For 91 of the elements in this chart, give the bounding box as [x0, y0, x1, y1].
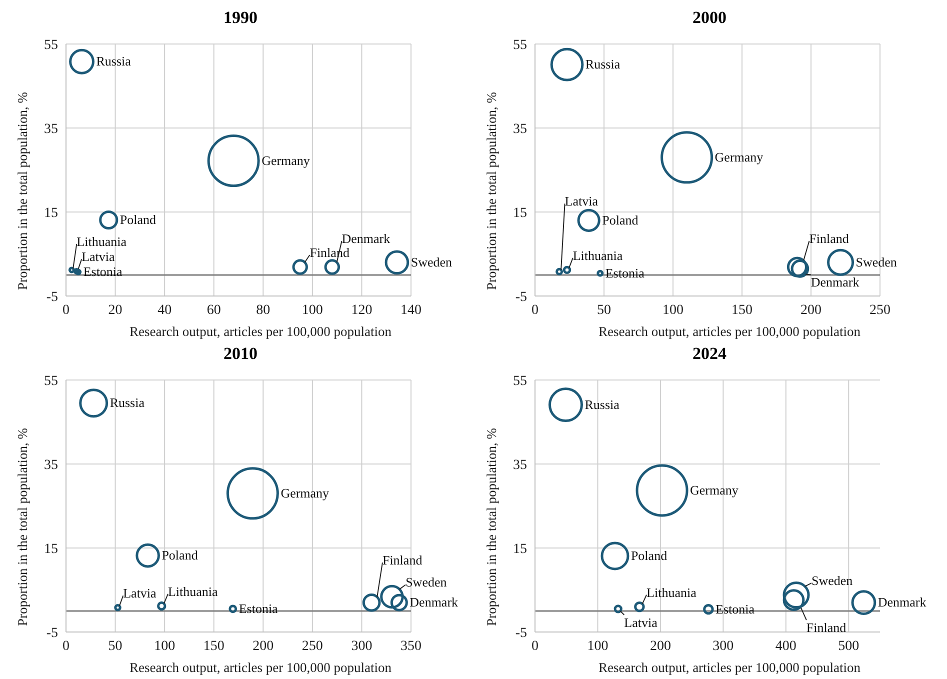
y-tick-label: 15 [513, 542, 527, 557]
data-label: Germany [280, 485, 330, 500]
y-axis-title: Proportion in the total population, % [14, 428, 30, 626]
y-tick-label: 15 [44, 206, 58, 221]
y-tick-label: -5 [515, 290, 527, 305]
data-label: Germany [262, 152, 310, 168]
data-label: Estonia [605, 265, 645, 280]
y-tick-label: 55 [44, 38, 58, 53]
x-tick-label: 250 [302, 638, 323, 654]
x-tick-label: 140 [400, 302, 422, 318]
x-axis-title: Research output, articles per 100,000 population [128, 660, 393, 677]
x-tick-label: 0 [62, 302, 70, 318]
x-tick-label: 50 [108, 638, 122, 654]
data-label: Germany [714, 149, 764, 164]
data-label: Lithuania [646, 584, 697, 600]
x-tick-label: 50 [597, 302, 611, 318]
x-tick-label: 300 [351, 638, 372, 654]
data-label: Lithuania [572, 248, 623, 263]
x-tick-label: 120 [351, 302, 372, 318]
chart-title: 2010 [222, 344, 258, 365]
data-label: Latvia [564, 194, 598, 209]
x-tick-label: 400 [775, 638, 796, 654]
data-label: Poland [630, 548, 668, 563]
data-label: Finland [806, 620, 847, 636]
x-axis-title: Research output, articles per 100,000 population [128, 324, 393, 341]
x-tick-label: 200 [650, 638, 671, 654]
x-tick-label: 200 [800, 302, 822, 318]
y-tick-label: 15 [44, 542, 58, 557]
data-label: Denmark [410, 594, 459, 610]
data-label: Latvia [624, 614, 658, 630]
y-tick-label: -5 [46, 626, 58, 641]
y-tick-label: 55 [513, 374, 527, 389]
x-tick-label: 300 [712, 638, 734, 654]
y-axis-title: Proportion in the total population, % [484, 428, 499, 626]
x-tick-label: 500 [838, 638, 860, 654]
x-tick-label: 20 [108, 302, 122, 318]
data-label: Finland [382, 552, 423, 568]
x-tick-label: 80 [256, 302, 270, 318]
x-tick-label: 60 [206, 302, 221, 318]
x-tick-label: 350 [400, 638, 422, 654]
data-label: Lithuania [76, 234, 127, 249]
y-tick-label: 35 [44, 458, 58, 473]
data-label: Estonia [83, 264, 123, 280]
x-tick-label: 150 [203, 638, 224, 654]
chart-title: 2024 [692, 344, 728, 365]
x-tick-label: 0 [62, 638, 70, 654]
data-label: Estonia [238, 600, 278, 616]
x-tick-label: 100 [662, 302, 684, 318]
x-tick-label: 0 [532, 302, 538, 318]
y-tick-label: 15 [513, 206, 527, 221]
x-tick-label: 150 [732, 302, 752, 318]
data-label: Russia [585, 56, 620, 72]
chart-title: 1990 [222, 8, 258, 29]
data-label: Russia [110, 395, 145, 410]
data-label: Germany [690, 482, 739, 498]
data-label: Denmark [878, 594, 927, 610]
x-tick-label: 40 [158, 302, 172, 318]
y-tick-label: 35 [44, 122, 58, 137]
x-tick-label: 250 [870, 302, 890, 318]
y-tick-label: 35 [513, 122, 527, 137]
data-label: Latvia [123, 586, 157, 601]
x-tick-label: 200 [252, 638, 274, 654]
data-label: Lithuania [168, 584, 218, 599]
y-tick-label: -5 [515, 626, 527, 641]
y-tick-label: 55 [44, 374, 58, 389]
x-tick-label: 100 [154, 638, 176, 654]
x-axis-title: Research output, articles per 100,000 population [597, 324, 862, 341]
data-label: Sweden [856, 254, 898, 270]
data-label: Estonia [716, 601, 755, 616]
data-label: Russia [96, 54, 132, 69]
x-tick-label: 100 [302, 302, 323, 318]
y-tick-label: -5 [46, 290, 58, 305]
chart-title: 2000 [692, 8, 728, 29]
x-tick-label: 100 [587, 638, 608, 654]
data-label: Poland [162, 548, 198, 563]
data-label: Sweden [406, 574, 448, 590]
x-tick-label: 0 [532, 638, 538, 654]
x-axis-title: Research output, articles per 100,000 population [597, 660, 862, 677]
y-tick-label: 55 [513, 38, 527, 53]
data-label: Russia [584, 396, 620, 412]
data-label: Sweden [812, 573, 854, 588]
data-label: Denmark [342, 231, 391, 246]
data-label: Denmark [810, 274, 860, 290]
data-label: Latvia [82, 249, 116, 264]
data-label: Finland [809, 231, 850, 246]
data-label: Sweden [410, 254, 453, 270]
y-tick-label: 35 [513, 458, 527, 473]
y-axis-title: Proportion in the total population, % [14, 92, 30, 290]
data-label: Poland [120, 212, 157, 227]
data-label: Poland [602, 212, 639, 228]
y-axis-title: Proportion in the total population, % [484, 92, 499, 290]
